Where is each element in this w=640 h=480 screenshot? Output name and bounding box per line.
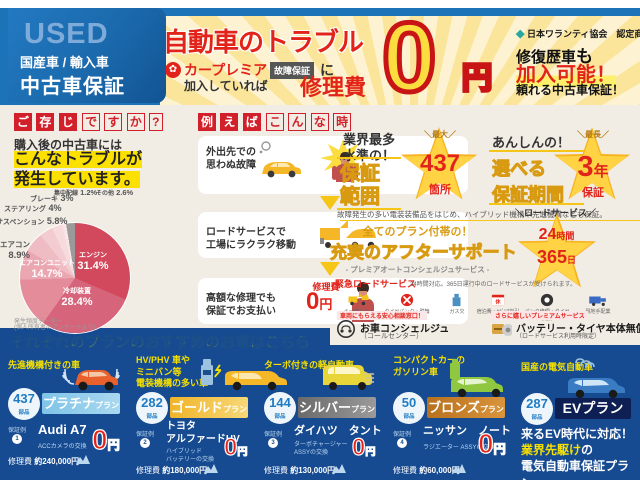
svg-text:休: 休 (494, 298, 501, 306)
